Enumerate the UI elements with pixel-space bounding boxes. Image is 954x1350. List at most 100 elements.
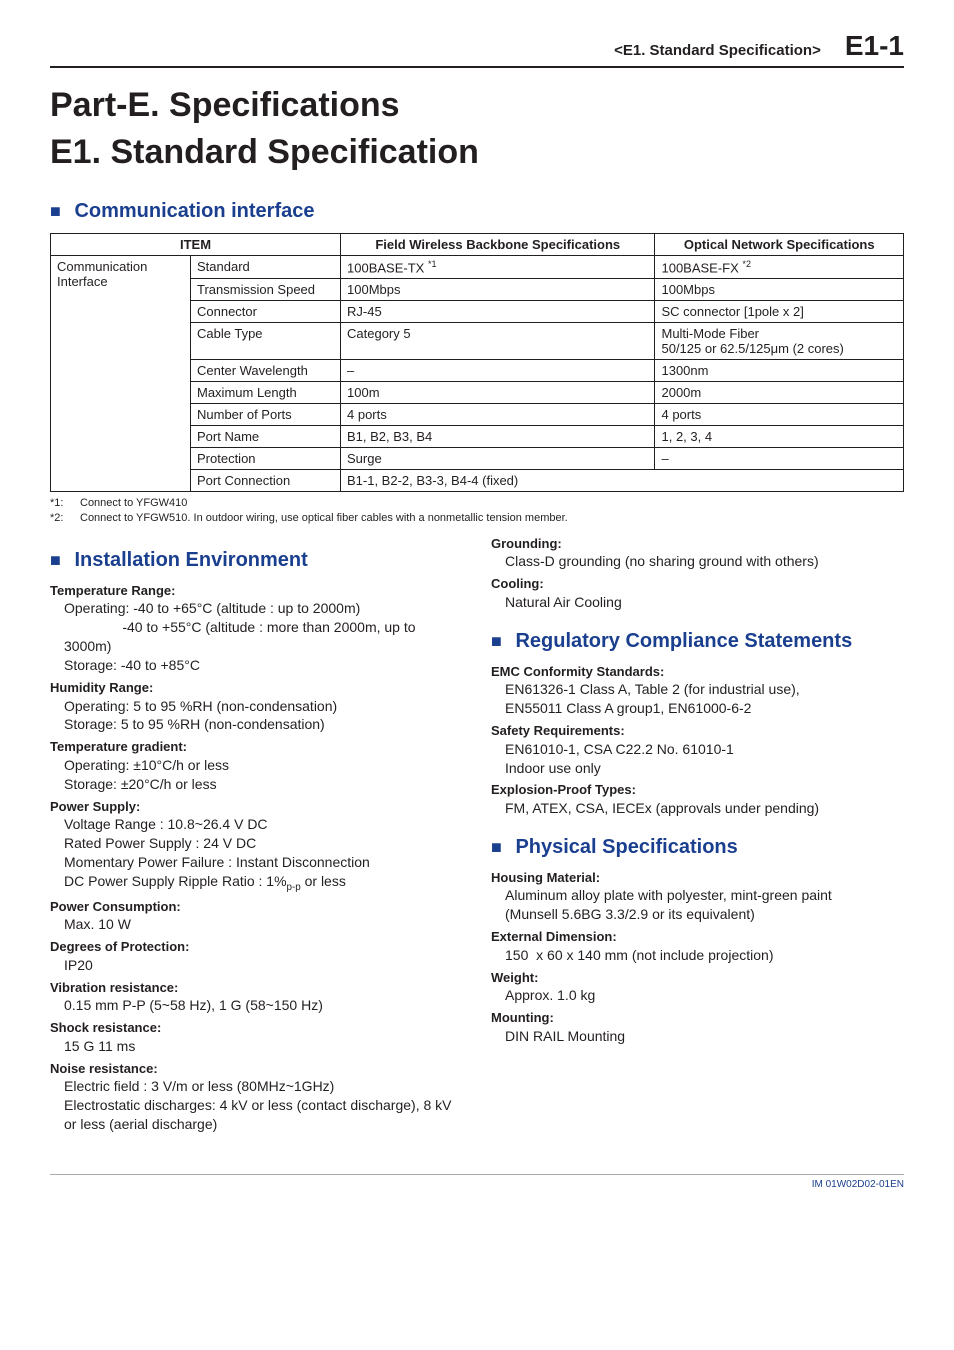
- spec-value: Voltage Range : 10.8~26.4 V DC: [64, 815, 463, 834]
- spec-value: FM, ATEX, CSA, IECEx (approvals under pe…: [505, 799, 904, 818]
- spec-label: Noise resistance:: [50, 1060, 463, 1078]
- spec-label: EMC Conformity Standards:: [491, 663, 904, 681]
- spec-label: Vibration resistance:: [50, 979, 463, 997]
- communication-interface-table: ITEM Field Wireless Backbone Specificati…: [50, 233, 904, 492]
- row-label: Port Connection: [191, 470, 341, 492]
- cell-opt: 1, 2, 3, 4: [655, 426, 904, 448]
- spec-label: Explosion-Proof Types:: [491, 781, 904, 799]
- spec-value: Storage: ±20°C/h or less: [64, 775, 463, 794]
- spec-value: Indoor use only: [505, 759, 904, 778]
- spec-value: EN61326-1 Class A, Table 2 (for industri…: [505, 680, 904, 699]
- cell-fw: 100BASE-TX *1: [341, 256, 655, 279]
- footnote-key: *2:: [50, 511, 80, 525]
- cell-fw: RJ-45: [341, 301, 655, 323]
- spec-value: Electric field : 3 V/m or less (80MHz~1G…: [64, 1077, 463, 1096]
- footnote: *1:Connect to YFGW410: [50, 496, 904, 510]
- heading-installation: ■ Installation Environment: [50, 549, 463, 572]
- installation-right: Grounding:Class-D grounding (no sharing …: [491, 535, 904, 612]
- spec-label: Weight:: [491, 969, 904, 987]
- page-number: E1-1: [845, 30, 904, 62]
- footnote-text: Connect to YFGW410: [80, 496, 187, 510]
- square-marker-icon: ■: [491, 631, 502, 651]
- row-label: Transmission Speed: [191, 279, 341, 301]
- installation-left: Temperature Range:Operating: -40 to +65°…: [50, 582, 463, 1134]
- spec-label: Housing Material:: [491, 869, 904, 887]
- table-header-row: ITEM Field Wireless Backbone Specificati…: [51, 234, 904, 256]
- spec-value: Electrostatic discharges: 4 kV or less (…: [64, 1096, 463, 1134]
- spec-label: External Dimension:: [491, 928, 904, 946]
- spec-value: EN61010-1, CSA C22.2 No. 61010-1: [505, 740, 904, 759]
- footnote: *2:Connect to YFGW510. In outdoor wiring…: [50, 511, 904, 525]
- spec-value: EN55011 Class A group1, EN61000-6-2: [505, 699, 904, 718]
- spec-label: Safety Requirements:: [491, 722, 904, 740]
- row-label: Maximum Length: [191, 382, 341, 404]
- col-item: ITEM: [51, 234, 341, 256]
- table-footnotes: *1:Connect to YFGW410*2:Connect to YFGW5…: [50, 496, 904, 525]
- spec-value: IP20: [64, 956, 463, 975]
- spec-label: Humidity Range:: [50, 679, 463, 697]
- row-label: Protection: [191, 448, 341, 470]
- spec-value: Class-D grounding (no sharing ground wit…: [505, 552, 904, 571]
- row-label: Standard: [191, 256, 341, 279]
- spec-label: Temperature Range:: [50, 582, 463, 600]
- square-marker-icon: ■: [50, 201, 61, 221]
- cell-value: B1-1, B2-2, B3-3, B4-4 (fixed): [341, 470, 904, 492]
- section-title: E1. Standard Specification: [50, 133, 904, 172]
- spec-label: Cooling:: [491, 575, 904, 593]
- cell-opt: 100BASE-FX *2: [655, 256, 904, 279]
- square-marker-icon: ■: [50, 550, 61, 570]
- cell-fw: 100m: [341, 382, 655, 404]
- spec-label: Grounding:: [491, 535, 904, 553]
- spec-value: Rated Power Supply : 24 V DC: [64, 834, 463, 853]
- spec-value: DIN RAIL Mounting: [505, 1027, 904, 1046]
- heading-physical: ■ Physical Specifications: [491, 836, 904, 859]
- spec-value: Natural Air Cooling: [505, 593, 904, 612]
- cell-opt: 4 ports: [655, 404, 904, 426]
- cell-opt: –: [655, 448, 904, 470]
- cell-fw: –: [341, 360, 655, 382]
- spec-label: Temperature gradient:: [50, 738, 463, 756]
- page-header: <E1. Standard Specification> E1-1: [50, 30, 904, 68]
- spec-value: -40 to +55°C (altitude : more than 2000m…: [64, 618, 463, 656]
- square-marker-icon: ■: [491, 837, 502, 857]
- heading-text: Physical Specifications: [515, 836, 737, 858]
- document-id: IM 01W02D02-01EN: [50, 1174, 904, 1190]
- heading-regulatory: ■ Regulatory Compliance Statements: [491, 630, 904, 653]
- row-label: Port Name: [191, 426, 341, 448]
- cell-fw: 100Mbps: [341, 279, 655, 301]
- spec-value: 150 x 60 x 140 mm (not include projectio…: [505, 946, 904, 965]
- row-label: Number of Ports: [191, 404, 341, 426]
- spec-value: 15 G 11 ms: [64, 1037, 463, 1056]
- spec-value: (Munsell 5.6BG 3.3/2.9 or its equivalent…: [505, 905, 904, 924]
- spec-value: 0.15 mm P-P (5~58 Hz), 1 G (58~150 Hz): [64, 996, 463, 1015]
- spec-label: Degrees of Protection:: [50, 938, 463, 956]
- row-label: Connector: [191, 301, 341, 323]
- cell-fw: B1, B2, B3, B4: [341, 426, 655, 448]
- spec-value: Operating: ±10°C/h or less: [64, 756, 463, 775]
- spec-value: Operating: -40 to +65°C (altitude : up t…: [64, 599, 463, 618]
- spec-value: Operating: 5 to 95 %RH (non-condensation…: [64, 697, 463, 716]
- physical-block: Housing Material:Aluminum alloy plate wi…: [491, 869, 904, 1046]
- spec-value: Approx. 1.0 kg: [505, 986, 904, 1005]
- regulatory-block: EMC Conformity Standards:EN61326-1 Class…: [491, 663, 904, 818]
- heading-comm-interface: ■ Communication interface: [50, 200, 904, 223]
- spec-label: Shock resistance:: [50, 1019, 463, 1037]
- spec-value: Storage: 5 to 95 %RH (non-condensation): [64, 715, 463, 734]
- table-row: Communication InterfaceStandard100BASE-T…: [51, 256, 904, 279]
- breadcrumb: <E1. Standard Specification>: [614, 42, 821, 59]
- cell-fw: Category 5: [341, 323, 655, 360]
- spec-label: Mounting:: [491, 1009, 904, 1027]
- cell-opt: 1300nm: [655, 360, 904, 382]
- spec-value: Momentary Power Failure : Instant Discon…: [64, 853, 463, 872]
- cell-opt: 100Mbps: [655, 279, 904, 301]
- spec-value: Aluminum alloy plate with polyester, min…: [505, 886, 904, 905]
- cell-fw: 4 ports: [341, 404, 655, 426]
- footnote-text: Connect to YFGW510. In outdoor wiring, u…: [80, 511, 568, 525]
- cell-opt: 2000m: [655, 382, 904, 404]
- part-title: Part-E. Specifications: [50, 86, 904, 125]
- spec-value: Storage: -40 to +85°C: [64, 656, 463, 675]
- cell-fw: Surge: [341, 448, 655, 470]
- row-group-label: Communication Interface: [51, 256, 191, 492]
- col-opt: Optical Network Specifications: [655, 234, 904, 256]
- heading-text: Installation Environment: [74, 549, 307, 571]
